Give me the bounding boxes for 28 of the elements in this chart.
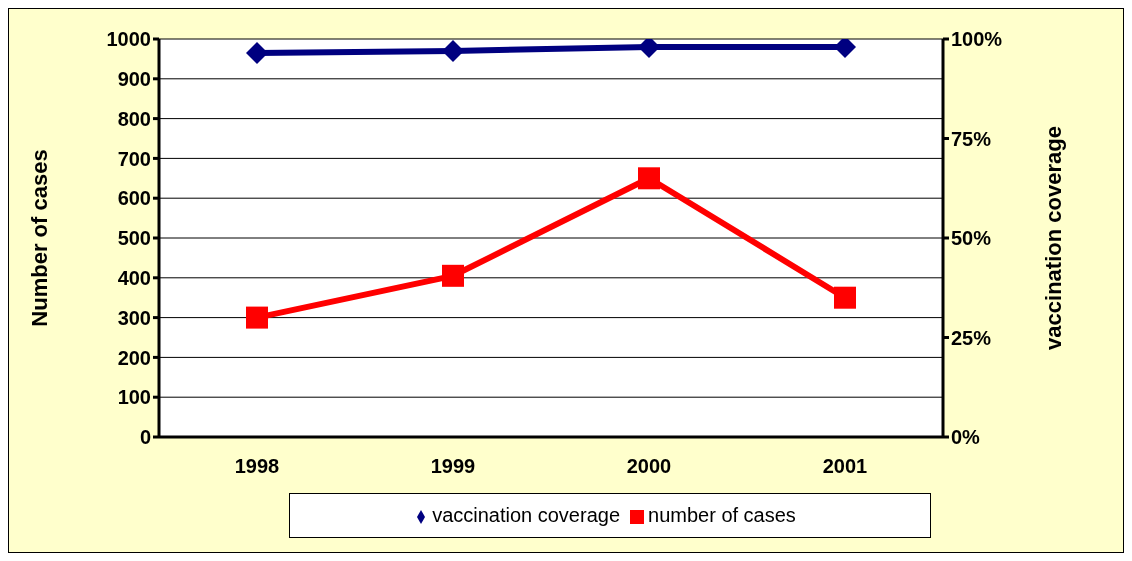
- point: [638, 167, 660, 190]
- y2-tick-label: 0%: [951, 426, 981, 449]
- y-tick-label: 0: [139, 426, 151, 449]
- y-tick-label: 300: [117, 306, 151, 329]
- point: [246, 306, 268, 329]
- x-tick-label: 2000: [626, 455, 672, 478]
- y-tick-label: 400: [117, 266, 151, 289]
- point: [834, 286, 856, 309]
- legend-label: number of cases: [648, 504, 796, 526]
- y-tick-label: 500: [117, 227, 151, 250]
- y2-tick-label: 75%: [951, 127, 992, 150]
- y-tick-label: 1000: [106, 28, 151, 51]
- y-tick-label: 800: [117, 107, 151, 130]
- y2-axis-title: vaccination coverage: [1040, 126, 1066, 350]
- y-axis-title: Number of cases: [26, 149, 52, 327]
- y2-tick-label: 25%: [951, 326, 992, 349]
- y-tick-label: 600: [117, 187, 151, 210]
- y2-tick-label: 100%: [951, 28, 1003, 51]
- point: [442, 264, 464, 287]
- y-tick-label: 700: [117, 147, 151, 170]
- y-tick-label: 900: [117, 67, 151, 90]
- legend-label: vaccination coverage: [432, 504, 621, 526]
- y-tick-label: 100: [117, 386, 151, 409]
- x-tick-label: 2001: [822, 455, 868, 478]
- y-tick-label: 200: [117, 346, 151, 369]
- x-tick-label: 1999: [430, 455, 476, 478]
- y2-tick-label: 50%: [951, 227, 992, 250]
- x-tick-label: 1998: [234, 455, 280, 478]
